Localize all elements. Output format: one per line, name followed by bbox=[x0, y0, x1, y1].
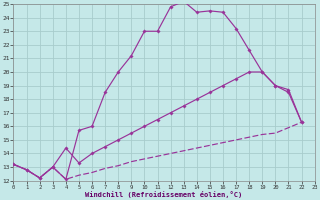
X-axis label: Windchill (Refroidissement éolien,°C): Windchill (Refroidissement éolien,°C) bbox=[85, 191, 243, 198]
